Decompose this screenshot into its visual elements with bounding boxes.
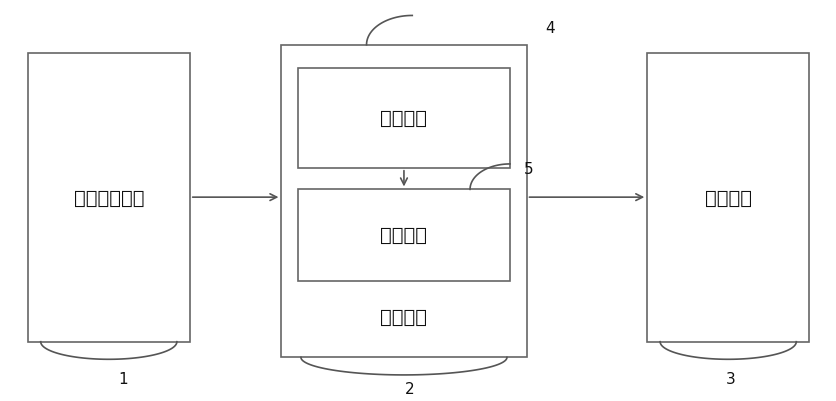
Text: 信号发生单元: 信号发生单元 xyxy=(74,188,144,207)
Text: 转码单元: 转码单元 xyxy=(380,225,427,244)
Bar xyxy=(28,53,190,342)
Text: 存储单元: 存储单元 xyxy=(704,188,751,207)
Text: 编码单元: 编码单元 xyxy=(380,307,427,326)
Text: 2: 2 xyxy=(405,381,415,396)
Bar xyxy=(281,46,526,357)
Text: 赋值单元: 赋值单元 xyxy=(380,108,427,127)
Bar xyxy=(298,69,509,168)
Bar xyxy=(298,190,509,282)
Text: 5: 5 xyxy=(523,162,533,177)
Text: 1: 1 xyxy=(119,371,128,386)
Bar xyxy=(646,53,808,342)
Text: 4: 4 xyxy=(544,20,553,36)
Text: 3: 3 xyxy=(725,371,734,386)
